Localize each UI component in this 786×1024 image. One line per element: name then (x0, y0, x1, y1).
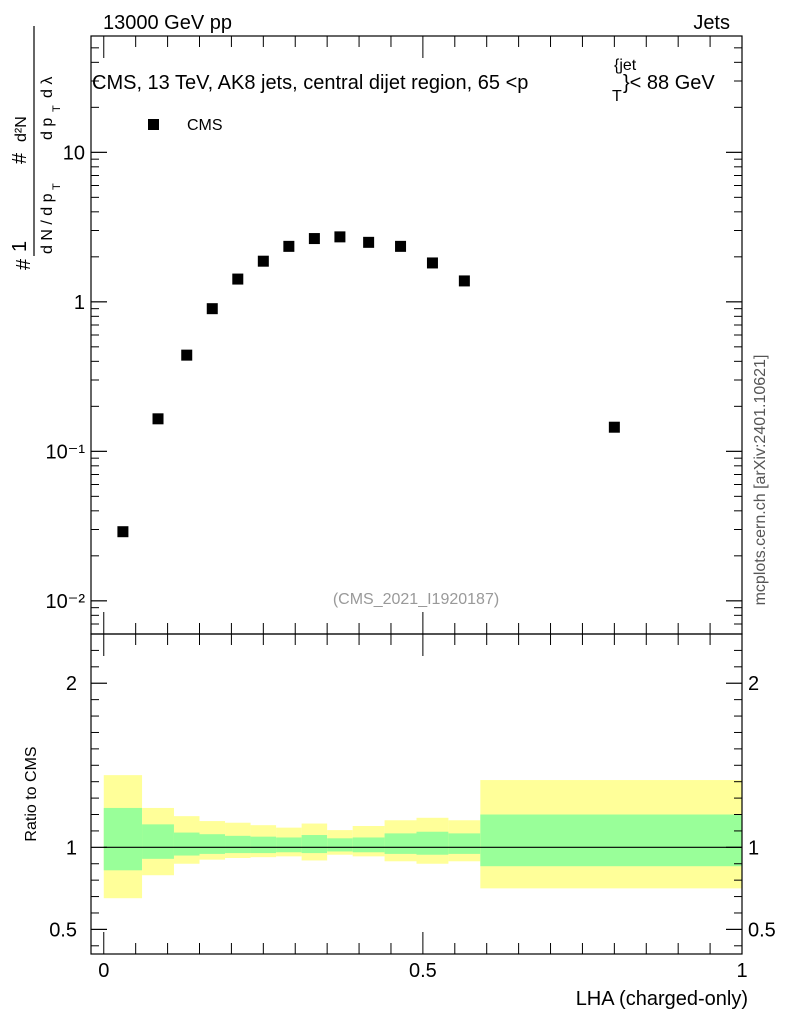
main-y-tick-label: 10⁻¹ (46, 441, 86, 463)
ratio-inner-band-bin (416, 831, 449, 855)
cms-data-point (283, 240, 295, 252)
ratio-inner-band-bin (448, 833, 481, 854)
ratio-inner-band-bin (225, 835, 251, 854)
y-axis-label-one: 1 (9, 241, 31, 252)
legend-label-cms: CMS (187, 117, 223, 134)
ratio-inner-band-bin (480, 814, 742, 867)
ratio-plot-frame (90, 633, 743, 955)
ratio-x-axis: 0 0.5 1 (98, 634, 748, 982)
legend-marker-cms (148, 119, 159, 130)
x-axis-label: LHA (charged-only) (576, 988, 748, 1010)
y-axis-label-dlambda: d λ (39, 77, 56, 98)
plot-title-main: CMS, 13 TeV, AK8 jets, central dijet reg… (92, 72, 528, 94)
y-axis-label-numerator: d²N (13, 116, 30, 142)
cms-data-point (117, 526, 129, 538)
cms-data-point (363, 236, 375, 248)
ratio-y-tick-label-right: 2 (748, 673, 759, 695)
cms-data-point (458, 275, 470, 287)
y-axis-label-denominator: d N / d p (39, 193, 56, 254)
cms-data-point (426, 257, 438, 269)
energy-label: 13000 GeV pp (103, 12, 232, 34)
y-axis-label-hash: # (9, 152, 31, 164)
ratio-y-axis-label: Ratio to CMS (23, 746, 40, 841)
main-y-axis-label: # 1 d N / d p T # d²N d p T d λ (9, 26, 63, 270)
plot-title-superscript: {jet (614, 57, 637, 74)
ratio-inner-band-bin (301, 835, 328, 854)
ratio-inner-band-bin (173, 832, 200, 856)
main-y-tick-label: 10 (63, 142, 85, 164)
cms-data-point (395, 240, 407, 252)
ratio-y-axis: 0.5 0.5 1 1 2 2 (49, 649, 776, 947)
ratio-y-tick-label-right: 0.5 (748, 919, 776, 941)
ratio-inner-band-bin (199, 834, 226, 854)
cms-data-point (232, 273, 244, 285)
y-axis-label-sub-t: T (51, 183, 63, 190)
main-x-axis (103, 36, 743, 634)
main-y-tick-label: 1 (74, 292, 85, 314)
side-credit: mcplots.cern.ch [arXiv:2401.10621] (752, 355, 769, 606)
y-axis-label-numerator-hash: # (13, 258, 35, 270)
cms-data-point (334, 231, 346, 243)
ratio-inner-band-bin (384, 833, 417, 854)
ratio-y-tick-label-right: 1 (748, 837, 759, 859)
cms-data-point (608, 421, 620, 433)
cms-data-point (181, 349, 193, 361)
main-y-tick-label: 10⁻² (46, 591, 86, 613)
cms-data-point (308, 233, 320, 245)
ratio-x-tick-label: 0 (98, 960, 109, 982)
ratio-inner-band-bin (352, 837, 385, 853)
ratio-bands (103, 775, 742, 899)
ratio-inner-band-bin (276, 837, 302, 853)
cms-data-point (206, 303, 218, 315)
analysis-watermark: (CMS_2021_I1920187) (333, 591, 499, 608)
plot-title-subscript: T (612, 88, 622, 105)
ratio-y-tick-label: 2 (66, 673, 77, 695)
ratio-inner-band-bin (142, 824, 174, 859)
plot-title-end: }< 88 GeV (623, 72, 715, 94)
main-y-axis: 10⁻² 10⁻¹ 1 10 (46, 35, 742, 635)
cms-data-point (152, 413, 164, 425)
y-axis-label-sub-t2: T (51, 105, 63, 112)
category-label: Jets (693, 12, 730, 34)
y-axis-label-denom2: d p (39, 118, 56, 140)
ratio-x-tick-label: 0.5 (409, 960, 437, 982)
ratio-inner-band-bin (250, 836, 277, 854)
ratio-panel: 0.5 0.51 12 2 0 0.5 1 Ratio to CMS LHA (charg… (23, 633, 776, 1010)
ratio-y-tick-label: 0.5 (49, 919, 77, 941)
ratio-y-tick-label: 1 (66, 837, 77, 859)
plot-title: CMS, 13 TeV, AK8 jets, central dijet reg… (92, 72, 528, 94)
ratio-x-tick-label: 1 (736, 960, 747, 982)
cms-data-points (117, 231, 620, 538)
ratio-inner-band-bin (327, 838, 353, 852)
ratio-inner-band-bin (103, 807, 143, 871)
cms-data-point (257, 255, 269, 267)
main-panel: 10⁻² 10⁻¹ 1 10 CMS, 13 TeV, AK8 jets, centr… (9, 26, 743, 635)
